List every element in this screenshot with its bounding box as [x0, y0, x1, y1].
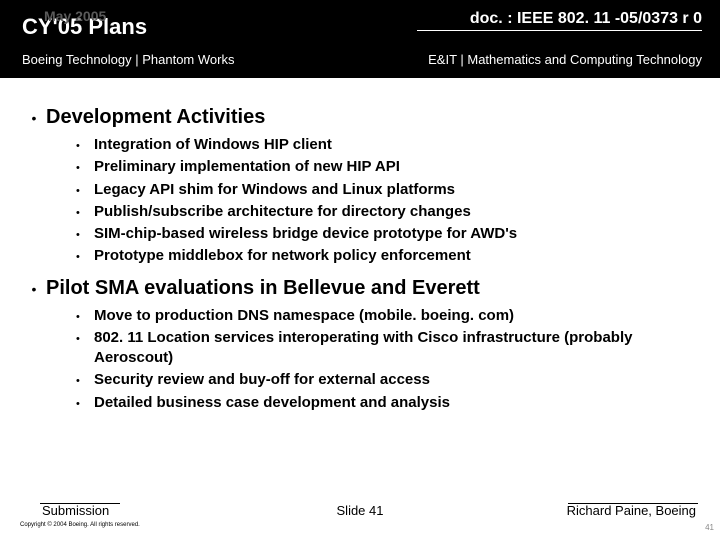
item-text: Publish/subscribe architecture for direc…: [94, 202, 471, 222]
bullet-icon: •: [76, 207, 94, 219]
list-item: •SIM-chip-based wireless bridge device p…: [76, 224, 700, 244]
list-item: •Detailed business case development and …: [76, 393, 700, 413]
author-name: Richard Paine, Boeing: [567, 503, 696, 518]
section-heading: • Development Activities: [22, 106, 700, 129]
list-item: •802. 11 Location services interoperatin…: [76, 328, 700, 369]
bullet-icon: •: [76, 311, 94, 323]
bullet-icon: •: [76, 333, 94, 345]
item-text: Legacy API shim for Windows and Linux pl…: [94, 180, 455, 200]
copyright-text: Copyright © 2004 Boeing. All rights rese…: [20, 522, 140, 528]
doc-reference: doc. : IEEE 802. 11 -05/0373 r 0: [470, 10, 702, 28]
org-left: Boeing Technology | Phantom Works: [22, 52, 234, 67]
item-text: Security review and buy-off for external…: [94, 370, 430, 390]
list-item: •Prototype middlebox for network policy …: [76, 246, 700, 266]
bullet-icon: •: [76, 375, 94, 387]
content-area: • Development Activities •Integration of…: [0, 78, 720, 413]
page-corner-number: 41: [705, 523, 714, 532]
item-text: Preliminary implementation of new HIP AP…: [94, 157, 400, 177]
list-item: •Integration of Windows HIP client: [76, 135, 700, 155]
date-overlay: May 2005: [44, 8, 106, 24]
org-right: E&IT | Mathematics and Computing Technol…: [428, 52, 702, 67]
heading-text: Development Activities: [46, 106, 265, 129]
bullet-icon: •: [76, 140, 94, 152]
list-item: •Legacy API shim for Windows and Linux p…: [76, 180, 700, 200]
item-text: SIM-chip-based wireless bridge device pr…: [94, 224, 517, 244]
list-item: •Publish/subscribe architecture for dire…: [76, 202, 700, 222]
bullet-icon: •: [76, 398, 94, 410]
slide-number: Slide 41: [337, 503, 384, 518]
item-text: Move to production DNS namespace (mobile…: [94, 306, 514, 326]
item-text: Detailed business case development and a…: [94, 393, 450, 413]
list-item: •Preliminary implementation of new HIP A…: [76, 157, 700, 177]
header-bar: May 2005 CY'05 Plans doc. : IEEE 802. 11…: [0, 0, 720, 78]
bullet-icon: •: [22, 110, 46, 126]
top-list: • Development Activities •Integration of…: [22, 106, 700, 413]
submission-label: Submission: [42, 503, 109, 518]
list-item: •Move to production DNS namespace (mobil…: [76, 306, 700, 326]
bullet-icon: •: [76, 162, 94, 174]
section-heading: • Pilot SMA evaluations in Bellevue and …: [22, 277, 700, 300]
bullet-icon: •: [76, 251, 94, 263]
heading-text: Pilot SMA evaluations in Bellevue and Ev…: [46, 277, 480, 300]
bullet-icon: •: [76, 229, 94, 241]
list-item: •Security review and buy-off for externa…: [76, 370, 700, 390]
item-text: Integration of Windows HIP client: [94, 135, 332, 155]
sub-list: •Move to production DNS namespace (mobil…: [76, 306, 700, 413]
bullet-icon: •: [76, 185, 94, 197]
header-rule: [417, 30, 702, 31]
bullet-icon: •: [22, 281, 46, 297]
item-text: Prototype middlebox for network policy e…: [94, 246, 471, 266]
sub-list: •Integration of Windows HIP client •Prel…: [76, 135, 700, 267]
item-text: 802. 11 Location services interoperating…: [94, 328, 700, 369]
